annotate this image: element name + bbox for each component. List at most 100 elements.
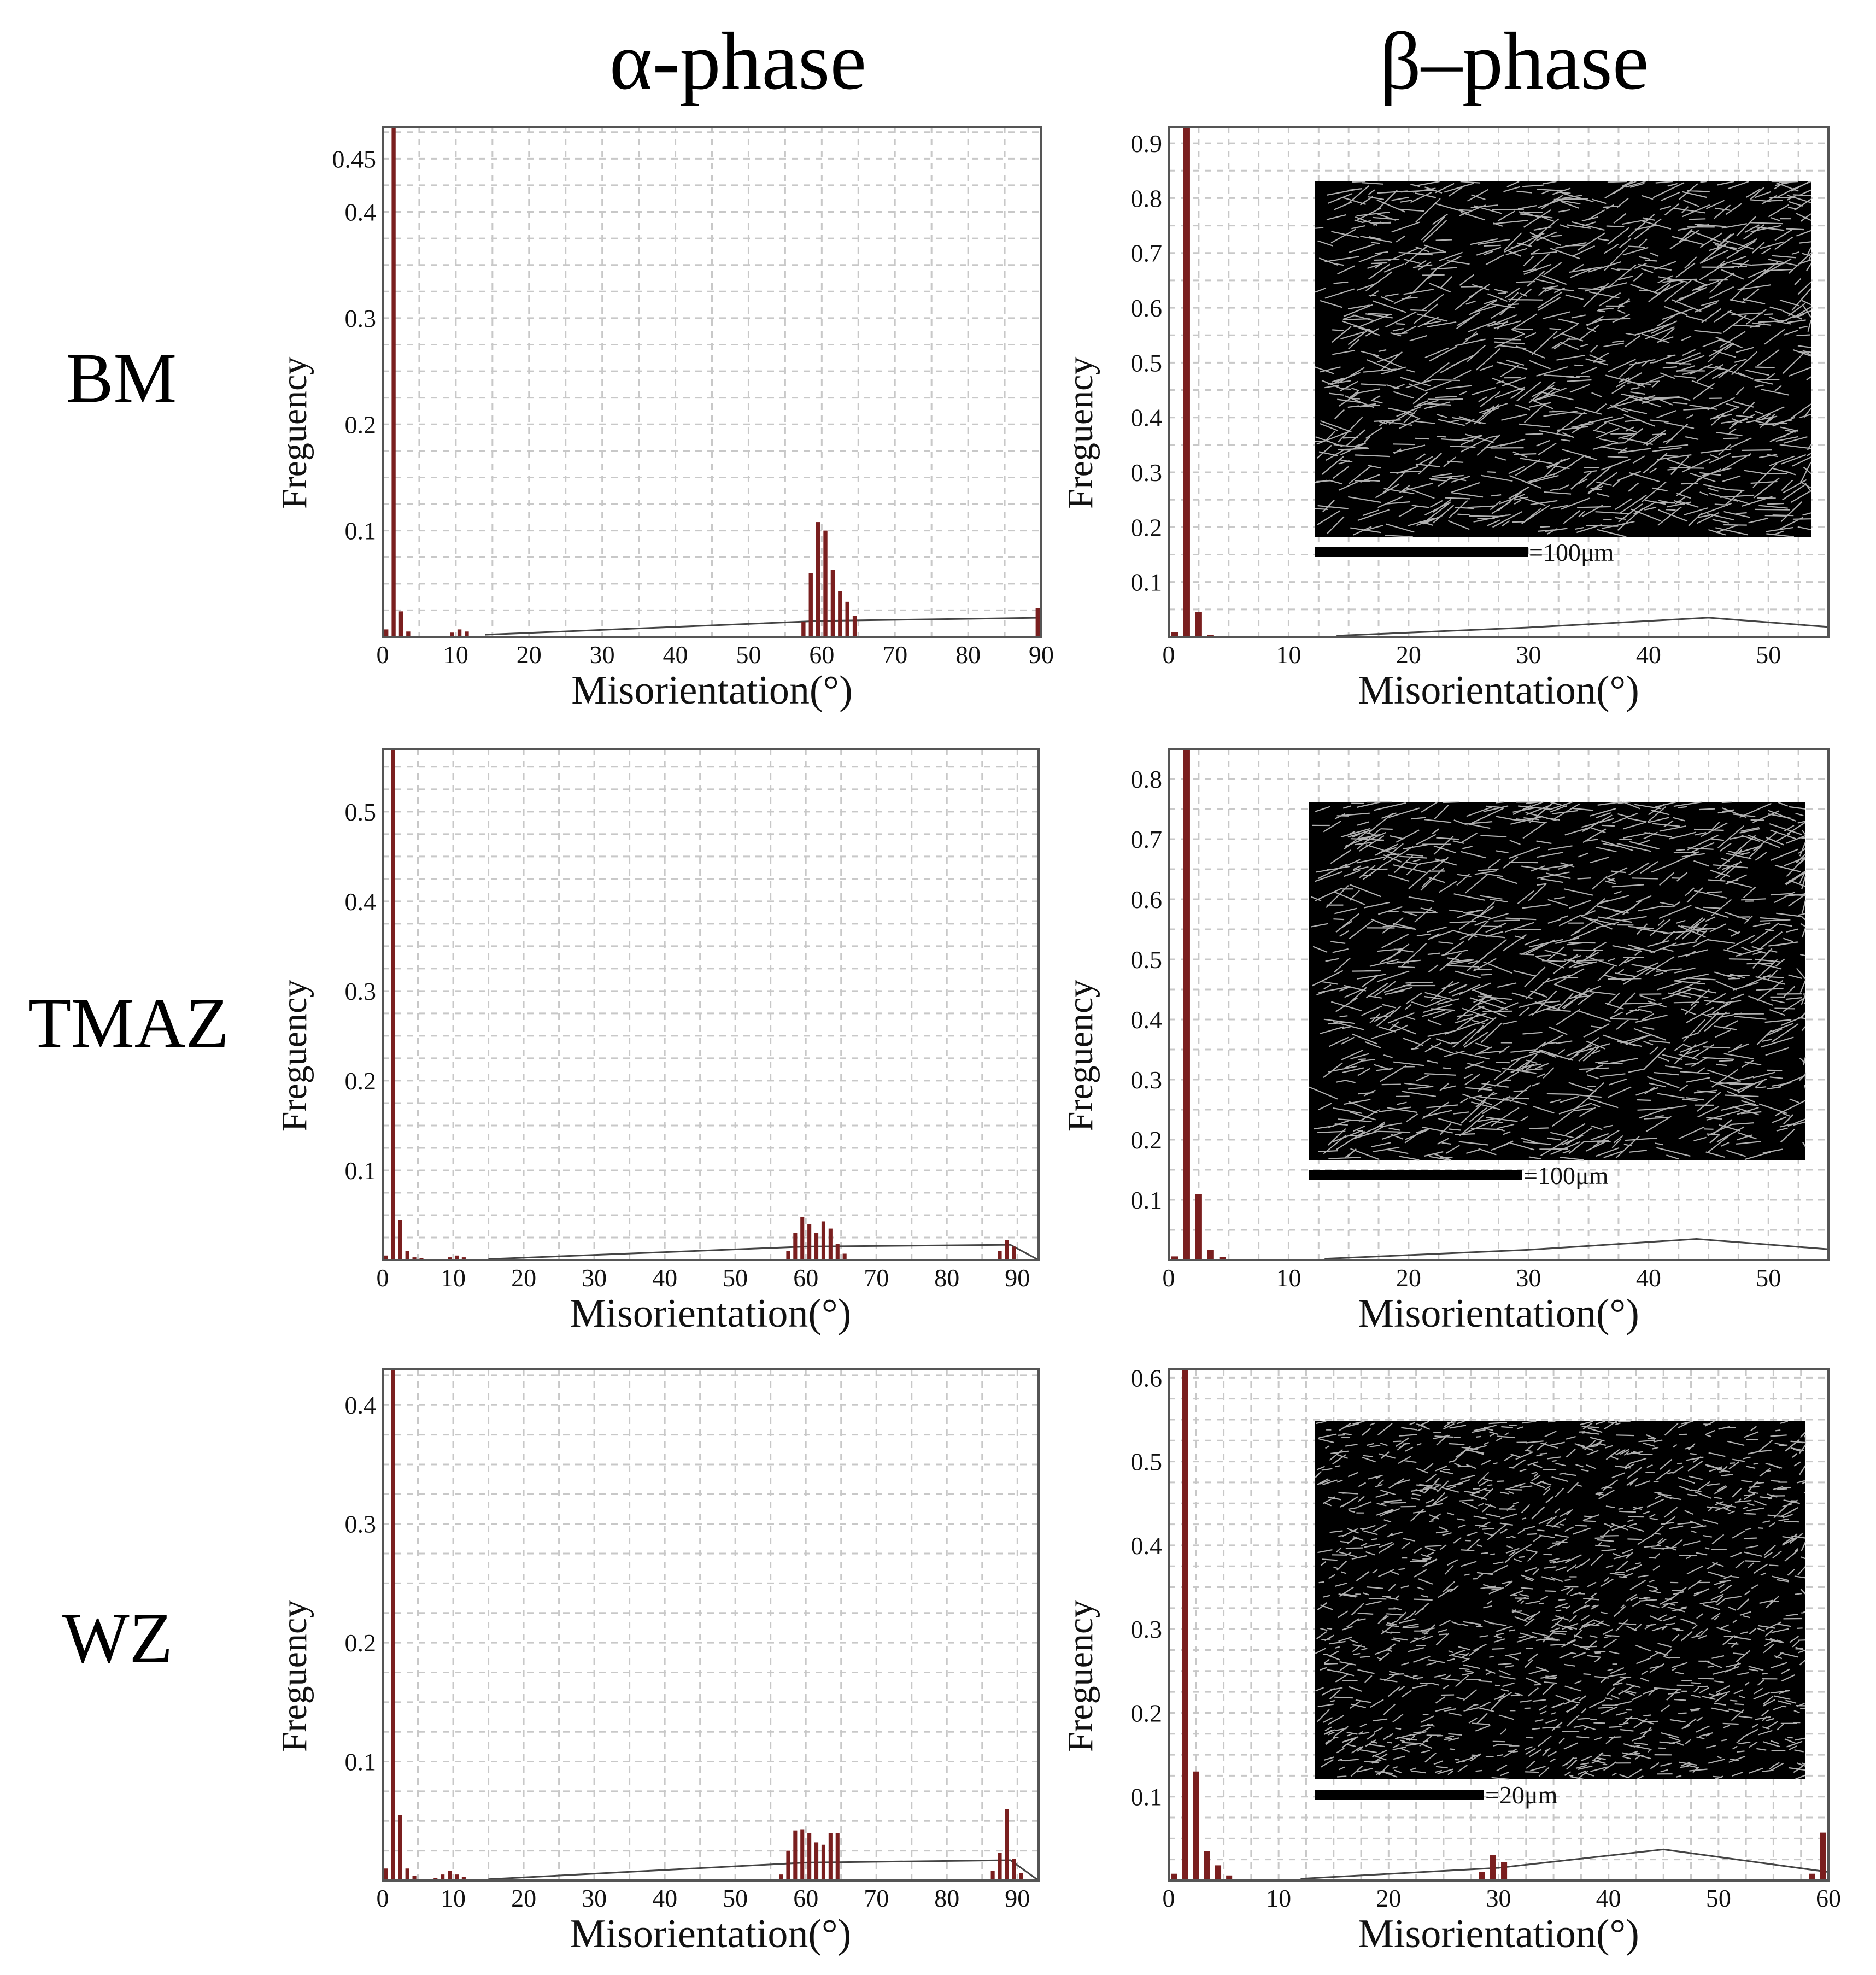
grain-boundary-lines bbox=[1315, 1420, 1807, 1780]
histogram-bar bbox=[1019, 1873, 1023, 1880]
y-tick-label: 0.2 bbox=[345, 1629, 377, 1657]
y-tick-label: 0.2 bbox=[345, 1067, 377, 1095]
chart-beta-TMAZ: 0 10 20 30 40 50 0.1 0.2 0.3 0.4 0.5 0.6 0.7 0.8 Misor… bbox=[1060, 748, 1830, 1336]
histogram-bar bbox=[1501, 1862, 1508, 1880]
x-tick-label: 10 bbox=[1266, 1884, 1291, 1912]
x-tick-label: 20 bbox=[511, 1884, 536, 1912]
histogram-bar bbox=[830, 570, 835, 637]
histogram-bar bbox=[1171, 1873, 1177, 1880]
histogram-bar bbox=[461, 1257, 466, 1260]
histogram-bar bbox=[1219, 1257, 1226, 1260]
plot-frame bbox=[1168, 1368, 1830, 1882]
x-tick-label: 50 bbox=[723, 1264, 748, 1292]
y-tick-label: 0.5 bbox=[1131, 1448, 1163, 1476]
histogram-bar bbox=[398, 1220, 402, 1260]
histogram-bar bbox=[1195, 612, 1202, 637]
histogram-bar bbox=[828, 1833, 833, 1880]
histogram-bar bbox=[835, 1833, 840, 1880]
column-title-alpha: α-phase bbox=[609, 16, 866, 107]
row-label-tmaz: TMAZ bbox=[28, 984, 229, 1063]
distribution-curve bbox=[485, 617, 1042, 636]
x-tick-label: 50 bbox=[736, 641, 761, 669]
y-axis-title: Freguency bbox=[1060, 1600, 1100, 1753]
histogram-bar bbox=[1182, 1369, 1188, 1880]
histogram-bar bbox=[793, 1830, 798, 1880]
y-tick-label: 0.5 bbox=[1131, 946, 1163, 974]
histogram-bar bbox=[1183, 749, 1190, 1260]
scale-bar bbox=[1309, 1170, 1522, 1180]
x-tick-label: 40 bbox=[1596, 1884, 1621, 1912]
distribution-curve bbox=[488, 1859, 1039, 1882]
x-tick-label: 0 bbox=[377, 1884, 389, 1912]
x-tick-label: 0 bbox=[377, 641, 389, 669]
histogram-bar bbox=[808, 573, 813, 637]
histogram-bar bbox=[433, 1878, 438, 1880]
y-tick-label: 0.2 bbox=[1131, 1699, 1163, 1727]
histogram-bar bbox=[828, 1228, 833, 1260]
y-tick-label: 0.9 bbox=[1131, 130, 1163, 157]
histogram-bar bbox=[1490, 1855, 1496, 1880]
histogram-bar bbox=[448, 1871, 452, 1880]
y-tick-label: 0.4 bbox=[345, 198, 377, 226]
chart-alpha-TMAZ: 0 10 20 30 40 50 60 70 80 90 0.1 0.2 0.3 0.4 0.5 Misori… bbox=[274, 748, 1040, 1336]
distribution-curve bbox=[1300, 1848, 1829, 1880]
histogram-bar bbox=[461, 1877, 466, 1880]
row-label-bm: BM bbox=[66, 339, 177, 418]
y-tick-label: 0.5 bbox=[1131, 349, 1163, 377]
y-tick-label: 0.1 bbox=[345, 1157, 377, 1185]
y-tick-label: 0.7 bbox=[1131, 239, 1163, 267]
x-tick-label: 70 bbox=[864, 1884, 889, 1912]
histogram-bar bbox=[786, 1251, 790, 1260]
histogram-bar bbox=[814, 1233, 819, 1260]
histogram-bar bbox=[391, 749, 395, 1260]
x-axis-title: Misorientation(°) bbox=[571, 668, 853, 713]
y-tick-label: 0.4 bbox=[345, 888, 377, 916]
histogram-bar bbox=[1215, 1865, 1222, 1880]
x-tick-label: 20 bbox=[1396, 1264, 1421, 1292]
histogram-bar bbox=[807, 1224, 812, 1260]
x-tick-label: 90 bbox=[1005, 1884, 1030, 1912]
x-axis-title: Misorientation(°) bbox=[1358, 668, 1639, 713]
microstructure-inset: =20μm bbox=[1315, 1420, 1807, 1809]
histogram-bar bbox=[807, 1833, 812, 1880]
histogram-bar bbox=[450, 632, 454, 637]
x-tick-label: 60 bbox=[793, 1264, 818, 1292]
histogram-bar bbox=[1226, 1875, 1233, 1880]
x-tick-label: 10 bbox=[443, 641, 468, 669]
x-tick-label: 0 bbox=[377, 1264, 389, 1292]
histogram-bar bbox=[990, 1871, 995, 1880]
x-tick-label: 10 bbox=[1276, 1264, 1301, 1292]
x-axis-title: Misorientation(°) bbox=[1358, 1912, 1639, 1956]
column-title-beta: β–phase bbox=[1380, 16, 1649, 107]
histogram-bar bbox=[391, 127, 396, 637]
histogram-bar bbox=[998, 1853, 1002, 1880]
histogram-bar bbox=[1195, 1194, 1202, 1260]
histogram-bar bbox=[821, 1221, 825, 1260]
histogram-bar bbox=[454, 1255, 459, 1260]
histogram-bar bbox=[800, 1829, 805, 1880]
scale-bar-label: =100μm bbox=[1523, 1162, 1609, 1189]
y-tick-label: 0.1 bbox=[345, 1748, 377, 1776]
y-tick-label: 0.3 bbox=[1131, 1066, 1163, 1094]
x-tick-label: 10 bbox=[441, 1264, 466, 1292]
x-tick-label: 30 bbox=[1486, 1884, 1511, 1912]
x-tick-label: 50 bbox=[723, 1884, 748, 1912]
histogram-bar bbox=[1012, 1246, 1016, 1260]
plot-frame bbox=[1168, 748, 1830, 1261]
histogram-bar bbox=[835, 1244, 840, 1260]
x-tick-label: 60 bbox=[793, 1884, 818, 1912]
histogram-bar bbox=[842, 1253, 847, 1260]
y-tick-label: 0.2 bbox=[345, 411, 377, 438]
x-tick-label: 80 bbox=[934, 1884, 959, 1912]
histogram-bar bbox=[814, 1842, 819, 1880]
x-tick-label: 20 bbox=[517, 641, 542, 669]
x-tick-label: 50 bbox=[1706, 1884, 1731, 1912]
scale-bar-label: =100μm bbox=[1529, 538, 1614, 566]
y-tick-label: 0.1 bbox=[1131, 569, 1163, 596]
y-tick-label: 0.3 bbox=[1131, 459, 1163, 487]
x-tick-label: 90 bbox=[1005, 1264, 1030, 1292]
histogram-bar bbox=[1479, 1872, 1485, 1880]
histogram-bar bbox=[1005, 1240, 1009, 1260]
histogram-bar bbox=[1809, 1873, 1815, 1880]
plot-frame bbox=[382, 748, 1040, 1261]
